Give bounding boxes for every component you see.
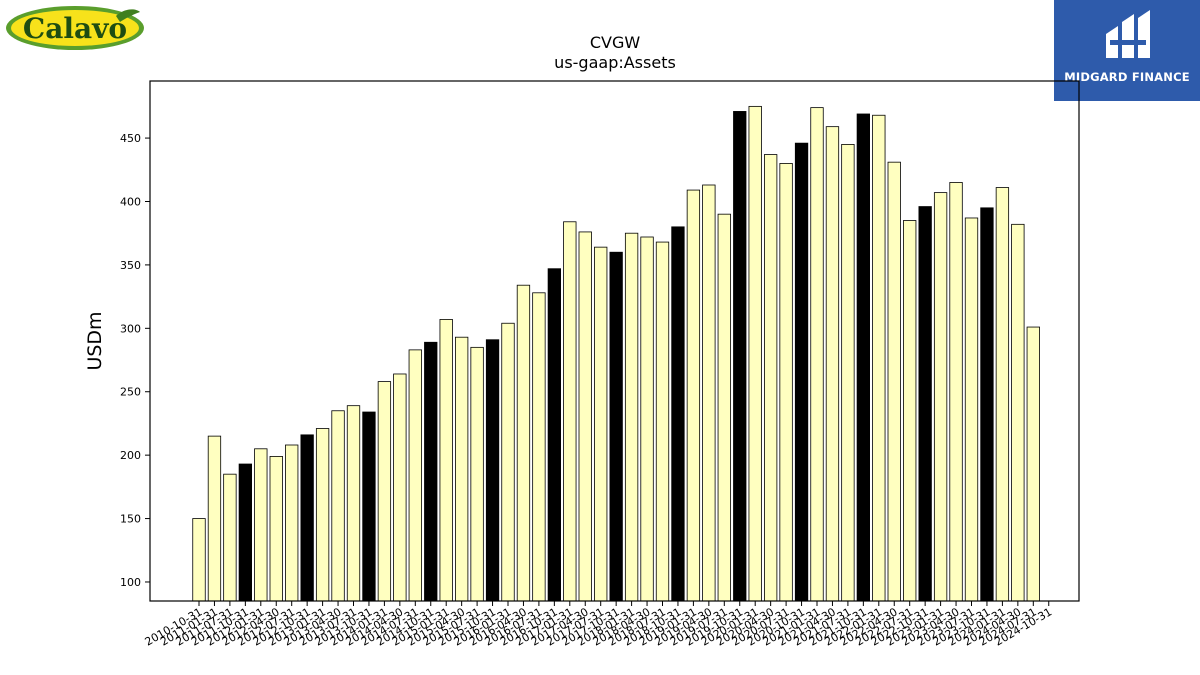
bar-2015-04-30 [454, 336, 469, 602]
calavo-logo-graphic: Calavo [6, 6, 144, 50]
y-tick-label: 300 [120, 322, 141, 335]
bar-2021-04-30 [825, 126, 840, 602]
bar-2022-07-31 [903, 220, 917, 602]
bar-2013-01-31 [315, 428, 330, 602]
bar-2019-10-31 [733, 111, 747, 602]
bar-2021-10-31 [856, 113, 870, 602]
bar-2023-04-30 [949, 182, 963, 602]
bar-2013-10-31 [362, 411, 376, 602]
bar-2019-01-31 [686, 189, 701, 602]
svg-text:Calavo: Calavo [23, 12, 127, 45]
bar-2019-07-31 [717, 213, 731, 602]
bar-2023-07-31 [964, 217, 979, 602]
bar-2019-04-30 [702, 184, 716, 602]
bar-2014-07-31 [408, 349, 422, 602]
y-axis-ticks: 100 150 200 250 300 350 400 450 [120, 132, 150, 589]
bar-2022-01-31 [872, 114, 886, 602]
bar-2011-07-31 [223, 473, 237, 602]
x-axis-ticks: 2010-10-312011-01-312011-07-312011-10-31… [143, 601, 1054, 649]
chart-title: CVGW [590, 33, 641, 52]
midgard-mark-icon [1106, 10, 1150, 58]
bar-2024-01-31 [995, 187, 1010, 602]
bar-2024-07-31 [1026, 326, 1040, 602]
bar-2014-04-30 [393, 373, 407, 602]
bar-2017-07-31 [594, 246, 608, 602]
bar-2017-04-30 [578, 231, 592, 602]
chart-subtitle: us-gaap:Assets [554, 53, 676, 72]
y-tick-label: 400 [120, 195, 141, 208]
y-tick-label: 150 [120, 513, 141, 526]
bar-2018-04-30 [640, 236, 654, 602]
bar-2018-10-31 [671, 226, 685, 602]
bar-2016-01-31 [501, 322, 515, 602]
bar-2011-10-31 [238, 463, 253, 602]
y-tick-label: 200 [120, 449, 141, 462]
bar-2015-01-31 [439, 319, 453, 602]
bar-2024-04-30 [1011, 223, 1025, 602]
bar-2012-10-31 [300, 434, 314, 602]
bar-2014-10-31 [424, 341, 438, 602]
bar-2022-04-30 [887, 161, 901, 602]
midgard-finance-name: MIDGARD FINANCE [1064, 70, 1190, 84]
bar-2022-10-31 [918, 206, 932, 602]
midgard-finance-logo: MIDGARD FINANCE [1054, 0, 1200, 101]
y-tick-label: 100 [120, 576, 141, 589]
bar-2020-01-31 [748, 105, 762, 602]
bar-2016-07-31 [532, 292, 546, 602]
bar-2020-07-31 [779, 163, 793, 602]
bar-2012-01-31 [254, 448, 268, 602]
bar-2018-01-31 [624, 232, 639, 602]
bar-2018-07-31 [655, 241, 670, 602]
bars-group [192, 105, 1040, 602]
bar-2021-07-31 [841, 144, 855, 602]
bar-2016-10-31 [547, 268, 561, 602]
bar-2013-07-31 [346, 405, 361, 602]
bar-2017-01-31 [563, 221, 577, 602]
bar-2013-04-30 [331, 410, 345, 602]
bar-2015-10-31 [485, 339, 500, 602]
bar-2023-01-31 [933, 192, 948, 602]
bar-2015-07-31 [470, 346, 484, 602]
bar-2020-10-31 [794, 142, 809, 602]
bar-2010-10-31 [192, 518, 206, 602]
bar-2012-07-31 [285, 444, 299, 602]
y-tick-label: 350 [120, 259, 141, 272]
bar-2021-01-31 [810, 107, 824, 602]
bar-2023-10-31 [980, 207, 994, 602]
bar-2020-04-30 [764, 154, 778, 602]
plot-frame [149, 80, 1080, 602]
bar-2016-04-30 [516, 284, 531, 602]
y-tick-label: 250 [120, 386, 141, 399]
bar-2014-01-31 [377, 381, 392, 602]
y-axis-label: USDm [84, 311, 106, 370]
bar-2017-10-31 [609, 251, 623, 602]
bar-2012-04-30 [269, 456, 283, 602]
bar-2011-01-31 [207, 435, 222, 602]
y-tick-label: 450 [120, 132, 141, 145]
calavo-logo: Calavo [4, 4, 146, 52]
